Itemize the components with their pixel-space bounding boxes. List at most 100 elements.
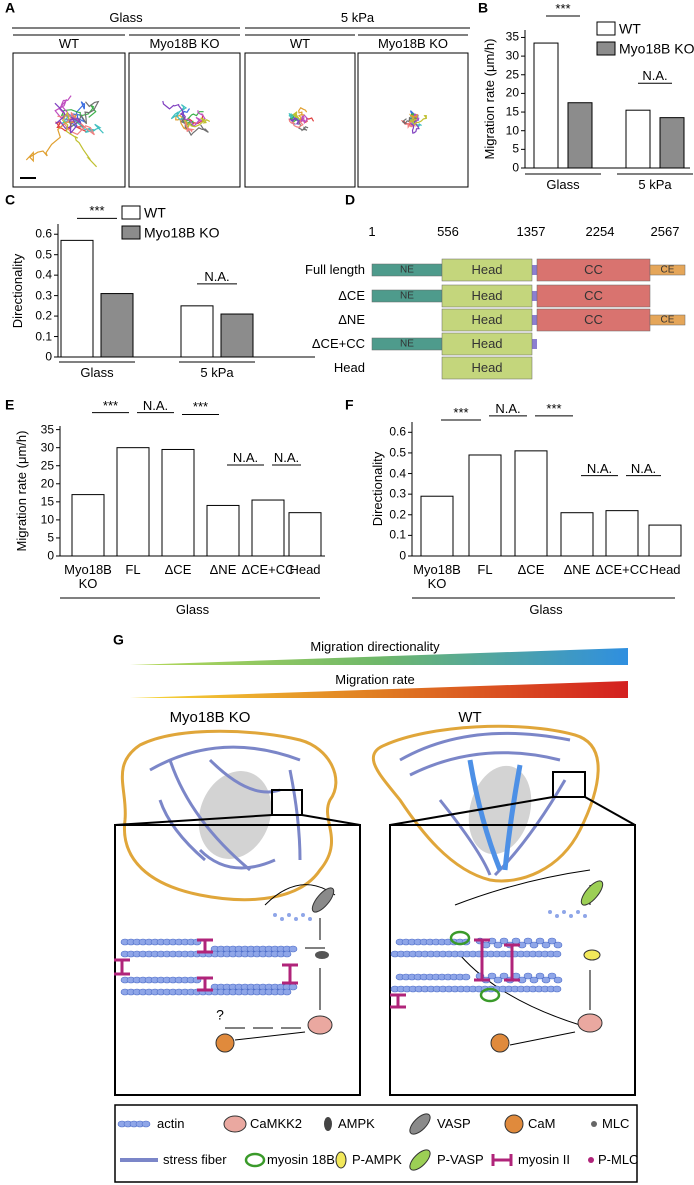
group-label: Glass <box>109 9 143 25</box>
cell-label: WT <box>458 708 482 726</box>
x-tick-label: ΔCE <box>517 562 545 577</box>
domain-label: CC <box>584 311 603 327</box>
actin <box>541 976 551 984</box>
legend-label: MLC <box>602 1115 630 1131</box>
actin <box>529 941 539 949</box>
bar <box>116 447 150 557</box>
vasp <box>311 887 335 913</box>
legend-icon <box>324 1117 332 1131</box>
panel-label: B <box>478 0 489 16</box>
panel-label: D <box>345 191 356 208</box>
actin <box>282 988 292 996</box>
y-tick-label: 10 <box>505 123 519 138</box>
mlc <box>301 913 305 917</box>
legend-label: myosin II <box>518 1151 571 1167</box>
x-tick-label: Myo18B KO <box>64 562 112 592</box>
x-tick-label: Head <box>289 562 321 577</box>
y-tick-label: 20 <box>40 476 54 491</box>
legend-icon <box>335 1151 347 1169</box>
cell-label: Myo18B KO <box>169 708 251 726</box>
panel-label: F <box>345 396 354 413</box>
actin <box>529 976 539 984</box>
construct-name: ΔCE+CC <box>311 335 365 351</box>
condition-label: WT <box>289 35 311 51</box>
legend-swatch <box>121 205 141 220</box>
y-tick-label: 0.5 <box>35 247 52 262</box>
legend-label: VASP <box>437 1115 471 1131</box>
x-tick-label: ΔCE+CC <box>595 562 649 577</box>
x-tick-label: 5 kPa <box>200 364 234 380</box>
domain-label: NE <box>400 264 414 276</box>
mlc <box>308 917 312 921</box>
actin <box>553 976 563 984</box>
domain <box>441 332 533 356</box>
significance-label: N.A. <box>495 400 521 416</box>
wt-fibers <box>399 731 571 877</box>
y-tick-label: 30 <box>40 440 54 455</box>
significance-label: N.A. <box>642 68 668 84</box>
legend-icon <box>491 1154 513 1166</box>
track <box>54 102 82 136</box>
y-tick-label: 25 <box>505 67 519 82</box>
construct-name: Full length <box>305 261 365 277</box>
legend-icon <box>223 1115 247 1133</box>
wt-cell <box>371 724 600 883</box>
significance-label: *** <box>555 0 571 16</box>
domain-label: CC <box>584 261 603 277</box>
significance-label: *** <box>453 404 469 420</box>
significance-label: *** <box>192 399 209 415</box>
legend-icon <box>588 1157 594 1163</box>
track <box>410 119 420 134</box>
y-tick-label: 0 <box>47 548 54 563</box>
track <box>57 112 95 136</box>
linker <box>532 265 537 275</box>
camkk2 <box>307 1015 333 1035</box>
mlc <box>583 914 587 918</box>
y-tick-label: 0.4 <box>35 267 52 282</box>
p-ampk <box>583 949 601 961</box>
y-tick-label: 0.2 <box>35 308 52 323</box>
track <box>162 100 187 121</box>
myosin-ii <box>114 958 130 976</box>
significance-label: N.A. <box>586 460 613 476</box>
ko-fibers <box>149 745 302 872</box>
actin <box>541 941 551 949</box>
domain-label: CC <box>584 287 603 303</box>
group-label: 5 kPa <box>340 9 375 25</box>
bar <box>567 102 593 169</box>
x-tick-label: ΔCE+CC <box>241 562 295 577</box>
linker <box>532 291 537 301</box>
actin <box>552 985 562 993</box>
myosin-ii <box>390 993 406 1009</box>
bar <box>100 293 134 358</box>
domain-label: NE <box>400 290 414 302</box>
domain <box>536 284 651 308</box>
y-tick-label: 0 <box>399 548 406 563</box>
bar <box>180 305 214 358</box>
construct-name: Head <box>333 359 365 375</box>
track-box <box>357 52 469 188</box>
bar <box>71 494 105 557</box>
y-tick-label: 0 <box>45 349 52 364</box>
actin <box>523 972 533 980</box>
actin <box>493 976 503 984</box>
significance-label: *** <box>546 400 562 416</box>
domain <box>441 356 533 380</box>
y-tick-label: 0.3 <box>35 288 52 303</box>
linker <box>532 339 537 349</box>
condition-label: Myo18B KO <box>377 35 449 51</box>
actin <box>547 937 557 945</box>
domain-label: NE <box>400 338 414 350</box>
track-box <box>244 52 356 188</box>
track <box>25 113 78 163</box>
track <box>408 114 427 126</box>
legend-icon <box>409 1149 431 1171</box>
track <box>299 113 309 124</box>
significance-label: *** <box>89 203 105 219</box>
directionality-gradient <box>130 648 628 665</box>
legend-icon <box>409 1113 431 1135</box>
track <box>170 104 188 121</box>
x-tick-label: ΔNE <box>209 562 237 577</box>
track-box <box>12 52 126 188</box>
legend-label: CaMKK2 <box>250 1115 303 1131</box>
